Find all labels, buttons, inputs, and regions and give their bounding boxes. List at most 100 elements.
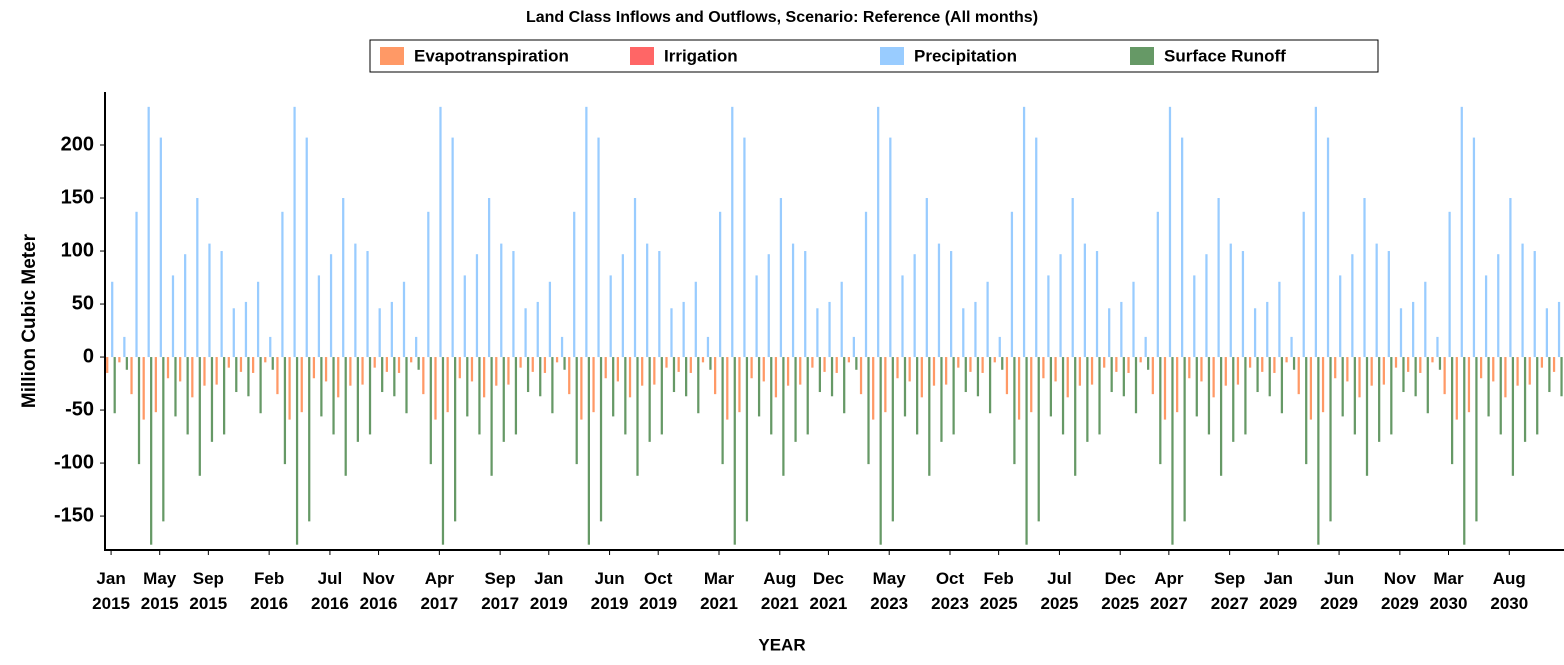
bar xyxy=(1297,357,1300,395)
bar xyxy=(1329,357,1332,522)
x-tick-label: Jun 2019 xyxy=(591,569,629,613)
bar xyxy=(366,251,369,358)
bar xyxy=(344,357,347,476)
bar xyxy=(269,336,272,358)
bar xyxy=(835,357,838,373)
bar xyxy=(641,357,644,386)
bar xyxy=(677,357,680,372)
bar xyxy=(1292,357,1296,370)
bar xyxy=(1326,137,1330,358)
bar xyxy=(762,357,765,382)
bar xyxy=(1370,357,1373,386)
x-tick-label-line: Sep xyxy=(193,569,224,588)
bar xyxy=(171,275,175,358)
bar xyxy=(1159,357,1162,465)
bar xyxy=(1528,357,1531,385)
x-tick-label-line: 2015 xyxy=(189,594,227,613)
x-tick-label-line: 2016 xyxy=(250,594,288,613)
bar xyxy=(1353,357,1356,435)
bar xyxy=(621,254,624,358)
bar xyxy=(487,198,491,358)
bar xyxy=(1341,357,1344,417)
x-tick-label: Jan 2029 xyxy=(1259,569,1297,613)
bar xyxy=(896,357,899,379)
x-tick-label: Mar 2030 xyxy=(1430,569,1468,613)
bar xyxy=(1378,357,1381,442)
bar xyxy=(738,357,741,413)
bar xyxy=(560,336,564,358)
bar xyxy=(337,357,340,398)
bar xyxy=(1103,357,1106,368)
bar xyxy=(393,357,396,397)
x-tick-label-line: 2016 xyxy=(360,594,398,613)
bar xyxy=(125,357,128,370)
bar xyxy=(1317,357,1320,545)
bar xyxy=(950,251,953,358)
legend-box xyxy=(369,39,1379,73)
bar xyxy=(794,357,797,442)
bar xyxy=(1280,357,1284,414)
bar xyxy=(312,357,316,379)
bar xyxy=(454,357,457,522)
x-tick-label-line: Aug xyxy=(763,569,796,588)
bar xyxy=(495,357,498,386)
x-tick-label-line: 2015 xyxy=(92,594,130,613)
bar xyxy=(1407,357,1410,372)
bar xyxy=(113,357,116,414)
bar xyxy=(135,211,138,358)
bar xyxy=(1309,357,1313,420)
bar xyxy=(1236,357,1240,385)
bar xyxy=(1005,357,1009,395)
bar xyxy=(1200,357,1203,382)
bar xyxy=(864,211,868,358)
bar xyxy=(840,281,843,358)
bar xyxy=(251,357,255,373)
bar xyxy=(903,357,907,417)
bar xyxy=(1334,357,1337,379)
bar xyxy=(500,243,503,358)
bar xyxy=(1217,198,1220,358)
bar xyxy=(872,357,875,420)
y-tick-label: 50 xyxy=(72,292,94,314)
bar xyxy=(604,357,607,379)
bar xyxy=(718,211,722,358)
x-tick-label-line: Nov xyxy=(1384,569,1417,588)
bar xyxy=(998,336,1001,358)
bar xyxy=(1351,254,1354,358)
bar xyxy=(945,357,948,385)
x-tick-label-line: 2015 xyxy=(141,594,179,613)
x-tick-label: Feb 2025 xyxy=(980,569,1018,613)
bar xyxy=(215,357,218,385)
bar xyxy=(755,275,758,358)
bar xyxy=(361,357,364,385)
bar xyxy=(1509,198,1512,358)
bar xyxy=(150,357,153,545)
y-tick-label: -100 xyxy=(54,451,94,473)
x-tick-label-line: Jan xyxy=(96,569,125,588)
x-tick-label: Nov 2016 xyxy=(360,569,398,613)
x-tick-label: Mar 2021 xyxy=(700,569,738,613)
bar xyxy=(913,254,916,358)
bar xyxy=(682,301,685,358)
bar xyxy=(1066,357,1069,398)
bar xyxy=(877,106,880,358)
bar xyxy=(458,357,461,379)
x-tick-label-line: Jul xyxy=(318,569,343,588)
bar xyxy=(806,357,809,435)
bar xyxy=(1533,251,1536,358)
bar xyxy=(332,357,335,435)
bar xyxy=(908,357,911,382)
bar xyxy=(1285,357,1288,363)
x-tick-label-line: 2025 xyxy=(1041,594,1079,613)
x-tick-label: May 2023 xyxy=(870,569,908,613)
bar xyxy=(434,357,437,420)
bar xyxy=(1363,198,1366,358)
bar xyxy=(733,357,736,545)
bar xyxy=(852,336,855,358)
bar xyxy=(1424,281,1427,358)
bar xyxy=(526,357,530,393)
bar xyxy=(1402,357,1405,393)
bar xyxy=(288,357,291,420)
bar xyxy=(531,357,534,372)
bar xyxy=(179,357,182,382)
